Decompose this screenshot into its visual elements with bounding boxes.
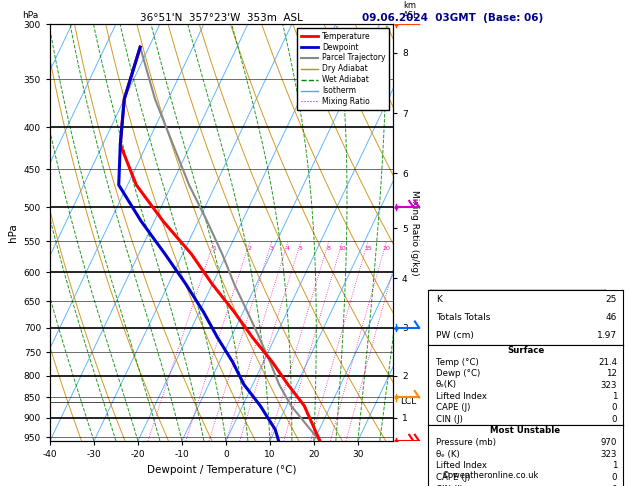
Text: kt: kt bbox=[437, 292, 445, 301]
X-axis label: Dewpoint / Temperature (°C): Dewpoint / Temperature (°C) bbox=[147, 465, 296, 475]
Text: 4: 4 bbox=[286, 246, 290, 251]
Text: CAPE (J): CAPE (J) bbox=[436, 403, 470, 412]
Text: 1: 1 bbox=[611, 461, 617, 470]
Y-axis label: hPa: hPa bbox=[8, 223, 18, 242]
Text: 21.4: 21.4 bbox=[598, 358, 617, 366]
Title: 36°51'N  357°23'W  353m  ASL: 36°51'N 357°23'W 353m ASL bbox=[140, 13, 303, 23]
Text: 970: 970 bbox=[601, 438, 617, 447]
Text: 1.97: 1.97 bbox=[597, 331, 617, 340]
Text: Temp (°C): Temp (°C) bbox=[436, 358, 479, 366]
Text: 8: 8 bbox=[327, 246, 331, 251]
Text: 2: 2 bbox=[248, 246, 252, 251]
Text: 323: 323 bbox=[601, 450, 617, 459]
Text: 10: 10 bbox=[338, 246, 347, 251]
Text: 0: 0 bbox=[611, 415, 617, 424]
Text: Pressure (mb): Pressure (mb) bbox=[436, 438, 496, 447]
Text: 20: 20 bbox=[562, 317, 571, 323]
Text: LCL: LCL bbox=[400, 397, 416, 406]
Text: 5: 5 bbox=[299, 246, 303, 251]
Text: 3: 3 bbox=[270, 246, 274, 251]
Text: Lifted Index: Lifted Index bbox=[436, 461, 487, 470]
Y-axis label: Mixing Ratio (g/kg): Mixing Ratio (g/kg) bbox=[410, 190, 419, 275]
Text: Totals Totals: Totals Totals bbox=[436, 313, 490, 322]
Text: Lifted Index: Lifted Index bbox=[436, 392, 487, 401]
Text: 1: 1 bbox=[212, 246, 216, 251]
Text: 0: 0 bbox=[611, 485, 617, 486]
Text: PW (cm): PW (cm) bbox=[436, 331, 474, 340]
Text: CAPE (J): CAPE (J) bbox=[436, 473, 470, 482]
Text: Most Unstable: Most Unstable bbox=[491, 426, 560, 435]
Text: 323: 323 bbox=[601, 381, 617, 389]
Text: K: K bbox=[436, 295, 442, 304]
Text: 0: 0 bbox=[611, 403, 617, 412]
Text: 15: 15 bbox=[364, 246, 372, 251]
Text: 1: 1 bbox=[611, 392, 617, 401]
Text: 0: 0 bbox=[611, 473, 617, 482]
Text: CIN (J): CIN (J) bbox=[436, 485, 463, 486]
Text: 25: 25 bbox=[606, 295, 617, 304]
Text: Surface: Surface bbox=[507, 346, 544, 355]
Text: Dewp (°C): Dewp (°C) bbox=[436, 369, 480, 378]
Text: θₑ (K): θₑ (K) bbox=[436, 450, 460, 459]
Text: © weatheronline.co.uk: © weatheronline.co.uk bbox=[442, 471, 539, 480]
Text: CIN (J): CIN (J) bbox=[436, 415, 463, 424]
Text: θₑ(K): θₑ(K) bbox=[436, 381, 457, 389]
Text: 10: 10 bbox=[538, 337, 547, 343]
Text: 09.06.2024  03GMT  (Base: 06): 09.06.2024 03GMT (Base: 06) bbox=[362, 13, 543, 23]
Text: km
ASL: km ASL bbox=[403, 1, 419, 20]
Text: 20: 20 bbox=[382, 246, 391, 251]
Text: 46: 46 bbox=[606, 313, 617, 322]
Text: 12: 12 bbox=[606, 369, 617, 378]
Legend: Temperature, Dewpoint, Parcel Trajectory, Dry Adiabat, Wet Adiabat, Isotherm, Mi: Temperature, Dewpoint, Parcel Trajectory… bbox=[298, 28, 389, 110]
Text: hPa: hPa bbox=[23, 11, 39, 20]
